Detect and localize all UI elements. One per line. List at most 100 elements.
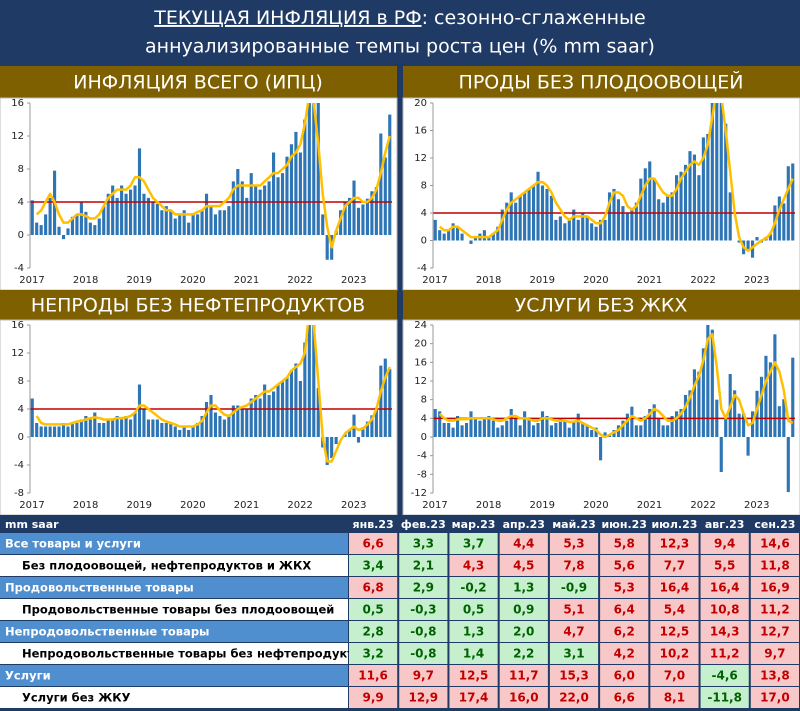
bar xyxy=(142,409,146,437)
bar xyxy=(652,178,656,241)
cell-value: 11,2 xyxy=(710,647,740,661)
bar xyxy=(187,430,191,437)
table-header-bg xyxy=(0,515,800,533)
y-tick-label: 8 xyxy=(421,181,427,192)
bar xyxy=(263,185,267,235)
bar xyxy=(464,423,469,437)
bar xyxy=(61,423,66,437)
cell-bg xyxy=(700,621,749,642)
bar xyxy=(482,230,486,241)
cell-bg xyxy=(349,621,398,642)
cell-value: 3,2 xyxy=(362,647,383,661)
y-tick-label: 4 xyxy=(421,413,427,424)
bar xyxy=(487,237,491,241)
bar xyxy=(240,181,244,235)
x-tick-label: 2023 xyxy=(744,275,769,286)
bar xyxy=(236,405,240,437)
cell-value: 12,7 xyxy=(760,625,790,639)
x-tick-label: 2019 xyxy=(127,275,152,286)
bar xyxy=(155,203,159,235)
cell-value: 0,5 xyxy=(362,603,383,617)
cell-value: 16,0 xyxy=(509,691,539,705)
cell-bg xyxy=(399,577,448,598)
bar xyxy=(155,419,159,437)
bar xyxy=(697,175,701,241)
y-tick-label: 8 xyxy=(18,164,24,175)
x-tick-label: 2019 xyxy=(127,500,152,511)
bar xyxy=(567,219,571,241)
bar xyxy=(222,419,226,437)
panel-title: ИНФЛЯЦИЯ ВСЕГО (ИПЦ) xyxy=(73,72,323,94)
row-label-bg xyxy=(0,577,348,598)
cell-value: 16,4 xyxy=(660,581,690,595)
bar xyxy=(791,357,795,437)
bar xyxy=(325,235,329,260)
row-label-bg xyxy=(0,687,348,708)
bar xyxy=(469,411,473,437)
bar xyxy=(563,223,567,241)
bar xyxy=(249,173,253,235)
cell-bg xyxy=(349,643,398,664)
bar xyxy=(514,202,518,241)
y-tick-label: 4 xyxy=(18,404,24,415)
cell-value: 5,5 xyxy=(714,559,735,573)
y-tick-label: -12 xyxy=(411,488,427,499)
cell-value: 8,1 xyxy=(664,691,685,705)
bar xyxy=(531,425,536,437)
bar xyxy=(102,423,106,437)
bar xyxy=(473,237,478,241)
bar xyxy=(66,228,70,235)
bar xyxy=(657,418,661,437)
bar xyxy=(88,222,92,235)
bar xyxy=(442,233,446,241)
cell-value: 3,1 xyxy=(563,647,584,661)
cell-value: 16,4 xyxy=(710,581,740,595)
bar xyxy=(755,237,759,241)
cell-bg xyxy=(499,621,548,642)
bar xyxy=(356,437,361,443)
bar xyxy=(39,426,43,437)
cell-value: 4,7 xyxy=(563,625,584,639)
cell-value: 14,6 xyxy=(760,537,790,551)
panel-background xyxy=(0,319,398,516)
bar xyxy=(505,420,509,437)
bar xyxy=(746,240,750,251)
cell-bg xyxy=(499,665,548,686)
cell-bg xyxy=(449,555,498,576)
bar xyxy=(630,209,634,241)
cell-bg xyxy=(600,643,649,664)
x-tick-label: 2019 xyxy=(530,500,555,511)
bar xyxy=(124,193,128,235)
y-tick-label: 16 xyxy=(11,98,24,109)
cell-value: -0,8 xyxy=(410,647,436,661)
cell-value: 3,3 xyxy=(413,537,434,551)
bar xyxy=(590,223,594,241)
bar xyxy=(120,185,124,235)
cell-value: 15,3 xyxy=(559,669,589,683)
bar xyxy=(563,420,567,437)
bar xyxy=(258,189,262,235)
bar xyxy=(576,413,580,437)
bar xyxy=(133,185,137,235)
bar xyxy=(536,171,540,241)
cell-bg xyxy=(700,643,749,664)
bar xyxy=(164,423,168,437)
cell-bg xyxy=(399,665,448,686)
bar xyxy=(679,409,683,437)
cell-value: 2,2 xyxy=(513,647,534,661)
cell-value: 2,9 xyxy=(413,581,434,595)
bar xyxy=(164,206,168,235)
bar xyxy=(347,197,352,235)
table-header-month: сен.23 xyxy=(754,518,795,531)
bar xyxy=(48,426,52,437)
cell-bg xyxy=(399,533,448,554)
y-tick-label: 12 xyxy=(11,131,24,142)
cell-bg xyxy=(499,555,548,576)
cell-value: 7,7 xyxy=(664,559,685,573)
bar xyxy=(343,202,347,235)
bar xyxy=(218,210,222,235)
bar xyxy=(321,214,325,235)
bar xyxy=(191,426,195,437)
bar xyxy=(263,384,267,437)
bar xyxy=(352,180,356,235)
